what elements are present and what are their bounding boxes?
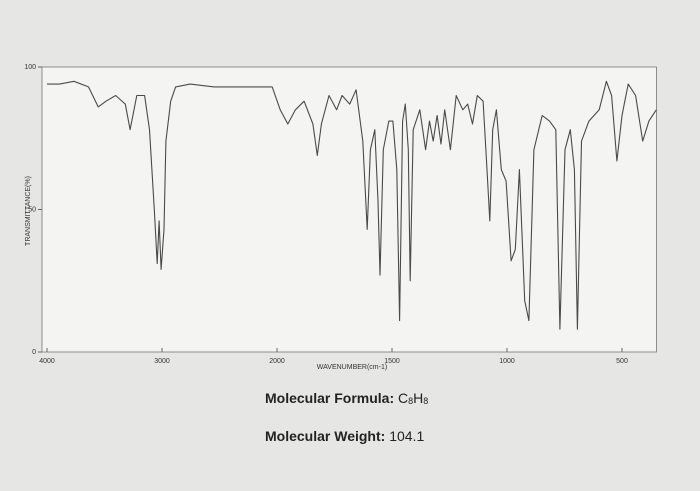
x-tick-label: 500 — [616, 358, 628, 365]
x-tick-label: 4000 — [39, 358, 55, 365]
y-tick-label: 50 — [28, 206, 36, 213]
weight-value: 104.1 — [389, 428, 424, 444]
formula-part: H — [413, 390, 423, 406]
weight-label: Molecular Weight: — [265, 428, 385, 444]
x-tick-label: 3000 — [154, 358, 170, 365]
y-axis-label: TRANSMITTANCE(%) — [25, 176, 32, 246]
formula-part: C — [398, 390, 408, 406]
formula: Molecular Formula: C8H8 — [265, 390, 428, 407]
plot-area: 0 50 100 4000 3000 2000 1500 1000 500 — [24, 64, 657, 365]
x-tick-label: 2000 — [269, 358, 285, 365]
y-tick-label: 100 — [24, 64, 36, 71]
formula-label: Molecular Formula: — [265, 390, 394, 406]
spectrum-line — [47, 80, 657, 330]
y-tick-label: 0 — [32, 349, 36, 356]
x-axis-label: WAVENUMBER(cm-1) — [317, 364, 387, 371]
plot-frame — [41, 66, 657, 353]
x-tick-label: 1000 — [499, 358, 515, 365]
formula-sub: 8 — [423, 396, 428, 406]
weight: Molecular Weight: 104.1 — [265, 428, 424, 444]
formula-sub: 8 — [408, 396, 413, 406]
x-tick-label: 1500 — [384, 358, 400, 365]
